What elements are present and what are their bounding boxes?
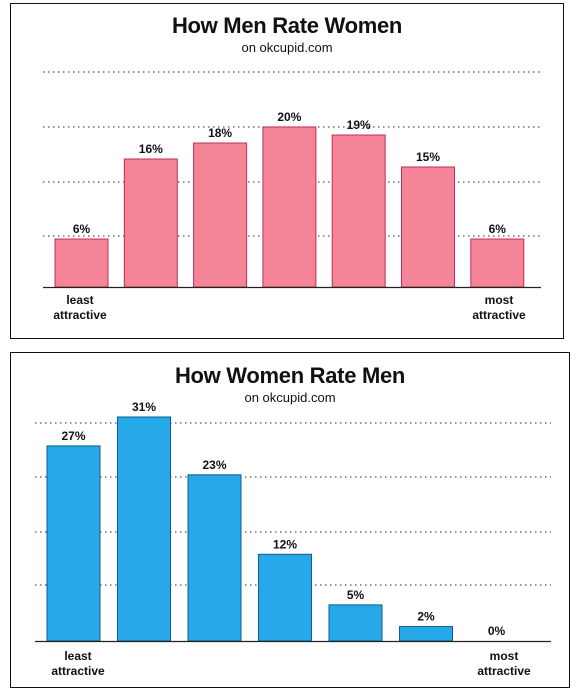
chart-panel-men: How Women Rate Men on okcupid.com 27% 31%… xyxy=(10,352,570,688)
x-label-most: most attractive xyxy=(461,293,537,323)
bar xyxy=(46,445,101,642)
chart-subtitle: on okcupid.com xyxy=(244,390,336,405)
bar xyxy=(470,238,525,288)
x-label-line: most xyxy=(484,293,514,307)
data-label: 23% xyxy=(202,458,226,472)
x-label-line: attractive xyxy=(477,664,531,678)
chart-title: How Women Rate Men xyxy=(174,363,406,388)
bar xyxy=(123,158,178,288)
data-label: 0% xyxy=(488,624,506,638)
data-label: 31% xyxy=(132,400,156,414)
x-label-line: least xyxy=(66,293,94,307)
chart-title: How Men Rate Women xyxy=(171,13,403,38)
x-label-line: attractive xyxy=(53,308,107,322)
bar-chart: 6% 16% 18% 20% 19% 15% 6% xyxy=(43,71,541,289)
data-label: 5% xyxy=(347,588,365,602)
data-label: 19% xyxy=(347,118,371,132)
chart-panel-women: How Men Rate Women on okcupid.com 6% 16% 1… xyxy=(10,3,564,339)
bar xyxy=(399,626,453,642)
bar xyxy=(117,416,171,642)
bar xyxy=(401,166,455,288)
data-label: 18% xyxy=(208,126,232,140)
x-label-least: least attractive xyxy=(41,649,115,679)
bar xyxy=(328,604,383,642)
bar-chart: 27% 31% 23% 12% 5% 2% 0% xyxy=(35,400,551,643)
x-label-least: least attractive xyxy=(45,293,115,323)
x-label-line: least xyxy=(64,649,92,663)
x-label-line: attractive xyxy=(472,308,526,322)
bar xyxy=(262,126,317,288)
bar xyxy=(258,553,312,642)
x-label-most: most attractive xyxy=(465,649,543,679)
bar xyxy=(187,474,242,642)
chart-subtitle: on okcupid.com xyxy=(241,40,333,55)
data-label: 16% xyxy=(139,142,163,156)
data-label: 12% xyxy=(273,537,297,551)
data-label: 6% xyxy=(489,222,507,236)
data-label: 15% xyxy=(416,150,440,164)
x-label-line: most xyxy=(489,649,519,663)
data-label: 20% xyxy=(277,110,301,124)
bar xyxy=(54,238,109,288)
bar xyxy=(193,142,248,288)
bar xyxy=(331,134,386,288)
x-label-line: attractive xyxy=(51,664,105,678)
data-label: 6% xyxy=(73,222,91,236)
data-label: 27% xyxy=(61,429,85,443)
data-label: 2% xyxy=(417,610,435,624)
